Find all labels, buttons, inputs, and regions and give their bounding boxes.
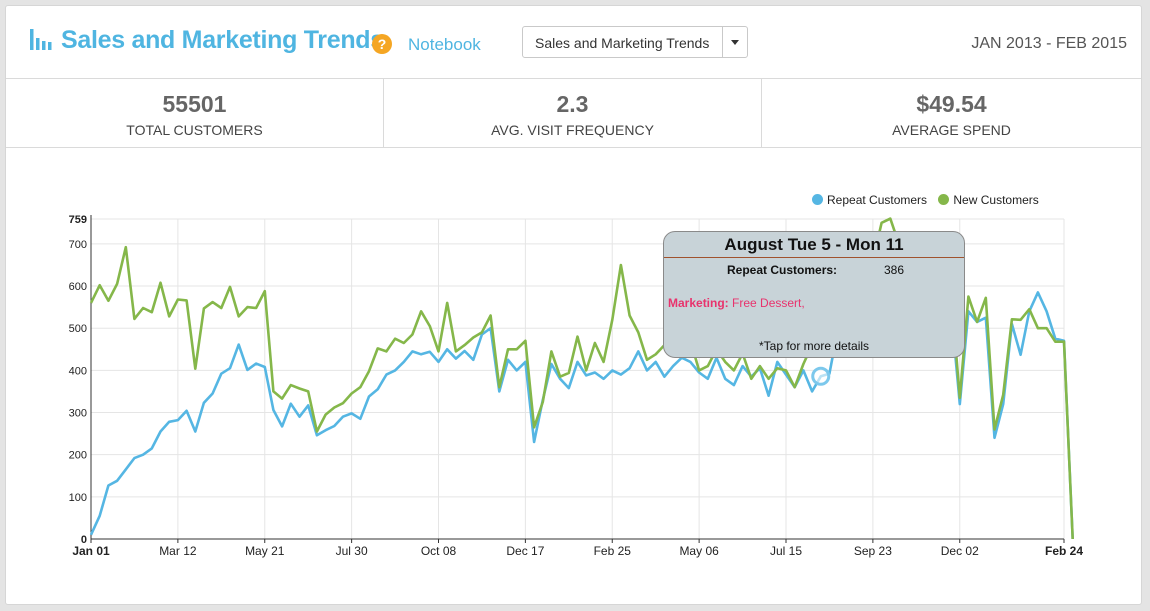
tooltip-marketing-label: Marketing: (668, 296, 729, 310)
x-tick-label: Dec 02 (941, 544, 979, 558)
x-tick-label: May 21 (245, 544, 285, 558)
tooltip-metric-value: 386 (884, 263, 905, 277)
tooltip-title: August Tue 5 - Mon 11 (664, 232, 964, 258)
x-tick-label: Jan 01 (72, 544, 110, 558)
x-tick-label: Feb 24 (1045, 544, 1083, 558)
stat-visit-frequency: 2.3 AVG. VISIT FREQUENCY (383, 79, 761, 147)
y-tick-label: 400 (69, 365, 87, 377)
stat-label: AVG. VISIT FREQUENCY (491, 122, 654, 138)
header-bar: Sales and Marketing Trends ? Notebook Sa… (6, 6, 1141, 78)
x-tick-label: Jul 30 (336, 544, 368, 558)
stat-label: AVERAGE SPEND (892, 122, 1011, 138)
y-tick-label: 200 (69, 450, 87, 462)
chart-tooltip[interactable]: August Tue 5 - Mon 11 Repeat Customers: … (663, 231, 965, 358)
legend-label: Repeat Customers (827, 193, 928, 207)
y-tick-label: 300 (69, 408, 87, 420)
x-tick-label: Sep 23 (854, 544, 892, 558)
y-tick-label: 500 (69, 323, 87, 335)
y-tick-label: 759 (69, 214, 87, 226)
stat-value: 2.3 (556, 91, 589, 117)
x-tick-label: May 06 (679, 544, 719, 558)
x-tick-label: Feb 25 (594, 544, 632, 558)
legend-label: New Customers (953, 193, 1039, 207)
y-tick-label: 100 (69, 492, 87, 504)
stat-value: 55501 (162, 91, 227, 117)
caret-down-icon[interactable] (722, 27, 747, 57)
legend-dot-icon (938, 194, 950, 205)
stats-row: 55501 TOTAL CUSTOMERS 2.3 AVG. VISIT FRE… (6, 78, 1141, 148)
notebook-link[interactable]: Notebook (408, 35, 481, 54)
tooltip-marketing-value: Free Dessert, (728, 296, 805, 310)
y-tick-label: 600 (69, 281, 87, 293)
legend-item-repeat[interactable]: Repeat Customers (812, 193, 927, 207)
legend-dot-icon (812, 194, 823, 205)
x-tick-label: Oct 08 (421, 544, 457, 558)
help-icon[interactable]: ? (372, 34, 392, 54)
bar-chart-icon (30, 29, 52, 50)
y-tick-label: 0 (81, 534, 87, 546)
highlight-point-marker (811, 366, 831, 386)
chart-legend: Repeat Customers New Customers (812, 193, 1047, 207)
legend-item-new[interactable]: New Customers (938, 193, 1039, 207)
stat-average-spend: $49.54 AVERAGE SPEND (761, 79, 1141, 147)
tooltip-metric: Repeat Customers: 386 (727, 263, 907, 277)
x-tick-label: Jul 15 (770, 544, 802, 558)
tooltip-footer: *Tap for more details (758, 339, 870, 353)
stat-label: TOTAL CUSTOMERS (126, 122, 263, 138)
page-title: Sales and Marketing Trends (61, 26, 384, 54)
date-range: JAN 2013 - FEB 2015 (971, 35, 1127, 52)
report-select[interactable]: Sales and Marketing Trends (522, 26, 748, 58)
report-select-value: Sales and Marketing Trends (535, 35, 710, 51)
x-tick-label: Dec 17 (506, 544, 544, 558)
tooltip-marketing: Marketing: Free Dessert, (668, 296, 805, 310)
x-tick-label: Mar 12 (159, 544, 197, 558)
y-tick-label: 700 (69, 239, 87, 251)
stat-total-customers: 55501 TOTAL CUSTOMERS (6, 79, 383, 147)
tooltip-metric-label: Repeat Customers: (727, 263, 838, 277)
stat-value: $49.54 (916, 91, 987, 117)
